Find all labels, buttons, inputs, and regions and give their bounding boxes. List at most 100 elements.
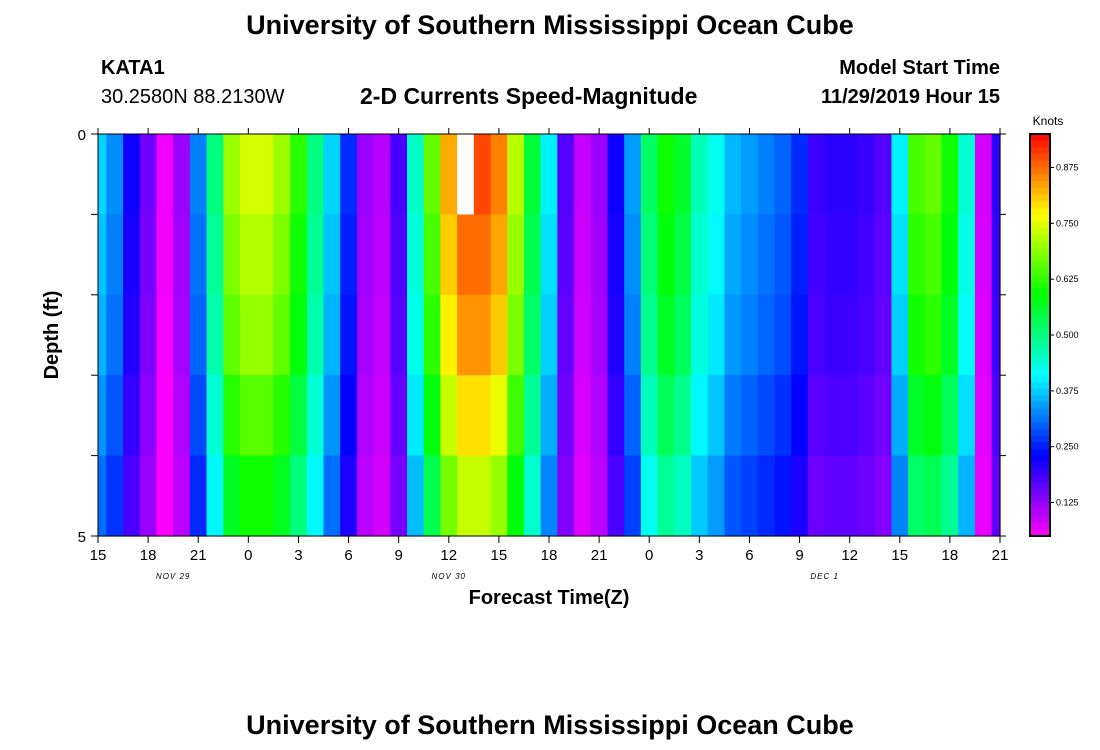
missing-data-cell [460,135,471,215]
heatmap-cell [557,455,575,537]
heatmap-cell [858,134,876,215]
colorbar-swatch [1030,502,1050,510]
x-axis-label: Forecast Time(Z) [469,587,630,609]
heatmap-cell [841,455,859,537]
heatmap-cell [574,214,592,296]
date-label: DEC 1 [810,572,839,581]
heatmap-cell [974,134,993,215]
heatmap-cell [206,455,224,537]
heatmap-cell [323,455,341,537]
heatmap-cell [340,375,358,457]
x-tick-label: 15 [891,547,908,564]
heatmap-cell [390,455,408,537]
heatmap-cell [991,375,1001,457]
heatmap-cell [707,214,725,296]
heatmap-cell [106,455,124,537]
heatmap-cell [306,134,325,215]
heatmap-cell [991,455,1001,537]
heatmap-cell [189,214,208,296]
heatmap-cell [640,294,659,376]
heatmap-cell [974,455,993,537]
heatmap-cell [674,214,692,296]
heatmap-cell [774,294,792,376]
heatmap-cell [223,455,241,537]
colorbar-swatch [1030,254,1050,262]
heatmap-cell [373,375,391,457]
heatmap-cell [757,214,776,296]
heatmap-cell [724,134,742,215]
heatmap-cell [173,375,191,457]
heatmap-cell [741,134,759,215]
colorbar-swatch [1030,522,1050,530]
heatmap-cell [607,294,625,376]
colorbar-swatch [1030,515,1050,524]
colorbar-tick-label: 0.625 [1056,274,1079,284]
heatmap-cell [423,294,442,376]
colorbar-units-label: Knots [1033,114,1064,128]
colorbar-swatch [1030,475,1050,483]
heatmap-cell [390,214,408,296]
heatmap-cell [841,375,859,457]
heatmap-cell [974,214,993,296]
colorbar-swatch [1030,462,1050,470]
colorbar-swatch [1030,529,1050,537]
heatmap-cell [807,214,826,296]
heatmap-cell [256,455,274,537]
heatmap-cell [640,375,659,457]
x-tick-label: 6 [745,547,753,564]
heatmap-cell [707,375,725,457]
heatmap-cell [440,375,458,457]
heatmap-cell [574,375,592,457]
heatmap-cell [540,455,558,537]
heatmap-cell [457,455,475,537]
heatmap-cell [490,375,508,457]
heatmap-cell [356,455,375,537]
heatmap-cell [173,294,191,376]
colorbar-swatch [1030,147,1050,155]
heatmap-cell [874,455,893,537]
colorbar-swatch [1030,328,1050,336]
heatmap-cell [958,455,976,537]
heatmap-cell [490,455,508,537]
heatmap-cell [674,455,692,537]
heatmap-cell [574,134,592,215]
heatmap-cell [490,214,508,296]
heatmap-cell [807,294,826,376]
colorbar-swatch [1030,174,1050,182]
heatmap-cell [123,294,141,376]
y-axis-label: Depth (ft) [41,291,63,380]
colorbar-swatch [1030,448,1050,457]
colorbar-swatch [1030,408,1050,416]
heatmap-cell [306,455,325,537]
heatmap-cell [991,214,1001,296]
heatmap-cell [173,134,191,215]
heatmap-cell [590,214,609,296]
heatmap-cell [423,375,442,457]
heatmap-cell [256,375,274,457]
date-label: NOV 29 [156,572,190,581]
colorbar-swatch [1030,348,1050,356]
heatmap-cell [473,214,492,296]
heatmap-cell [423,214,442,296]
colorbar-swatch [1030,341,1050,349]
x-tick-label: 0 [244,547,252,564]
heatmap-cell [156,134,174,215]
heatmap-cell [724,455,742,537]
x-tick-label: 3 [695,547,703,564]
heatmap-cell [824,214,842,296]
heatmap-cell [624,375,642,457]
heatmap-cell [156,214,174,296]
heatmap-cell [239,214,258,296]
heatmap-cell [958,214,976,296]
colorbar-swatch [1030,160,1050,169]
colorbar-swatch [1030,422,1050,430]
colorbar-swatch [1030,134,1050,142]
heatmap-cell [958,294,976,376]
colorbar-swatch [1030,368,1050,376]
heatmap-cell [991,294,1001,376]
heatmap-cell [290,375,308,457]
heatmap-cell [139,294,158,376]
colorbar-swatch [1030,415,1050,423]
y-axis-ticks: 05 [78,127,1006,546]
heatmap-cell [540,134,558,215]
